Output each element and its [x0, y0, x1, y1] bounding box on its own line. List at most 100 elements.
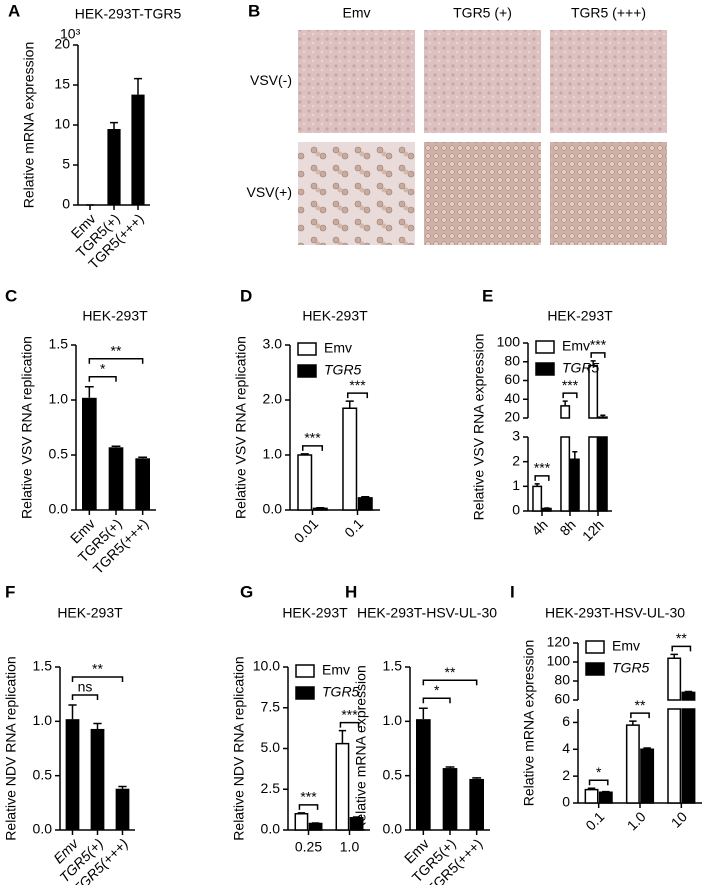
- error-bar: [134, 77, 142, 95]
- significance-bracket: [422, 697, 451, 704]
- error-bar: [110, 121, 118, 129]
- legend-swatch: [585, 662, 605, 676]
- panel-letter: D: [240, 286, 252, 305]
- micrograph: [550, 142, 667, 245]
- y-tick-label: 3.0: [263, 336, 283, 352]
- y-axis-label: Relative mRNA expression: [21, 42, 37, 209]
- y-tick-label: 1.5: [33, 658, 53, 674]
- y-tick-label: 0: [562, 794, 570, 810]
- significance-label: *: [100, 361, 106, 377]
- panel-title: HEK-293T: [547, 308, 613, 324]
- x-tick-label: 0.1: [341, 515, 366, 540]
- y-tick-label: 100: [497, 334, 521, 350]
- significance-bracket: [88, 376, 117, 382]
- significance-label: ***: [562, 377, 579, 393]
- bar: [598, 791, 613, 804]
- significance-bracket: [301, 445, 324, 451]
- legend-swatch: [585, 640, 605, 654]
- panel-title: HEK-293T: [82, 308, 148, 324]
- significance-label: ***: [349, 377, 366, 393]
- y-axis-label: Relative NDV RNA replication: [231, 656, 247, 840]
- significance-label: ***: [304, 430, 321, 446]
- bar: [107, 129, 121, 205]
- panel-letter: H: [345, 582, 357, 601]
- error-bar: [670, 653, 678, 659]
- y-tick-label: 120: [547, 634, 571, 650]
- error-bar: [587, 787, 596, 790]
- significance-bracket: [422, 679, 478, 686]
- y-axis-label: Relative VSV RNA replication: [19, 336, 35, 519]
- y-tick-label: 1.0: [383, 712, 403, 728]
- panel-letter: I: [510, 582, 515, 601]
- legend-label: TGR5: [612, 660, 650, 676]
- bar: [597, 416, 608, 512]
- legend-swatch: [297, 342, 317, 356]
- y-tick-label: 80: [554, 672, 570, 688]
- legend-label: TGR5: [324, 362, 362, 378]
- bar: [82, 397, 97, 510]
- y-tick-label: 5.0: [261, 739, 281, 755]
- y-tick-label: 100: [547, 653, 571, 669]
- legend-swatch: [295, 686, 315, 700]
- legend-label: TGR5: [322, 684, 360, 700]
- column-label: TGR5 (+++): [571, 5, 646, 21]
- y-tick-label: 0.0: [263, 501, 283, 517]
- y-tick-label: 0.0: [49, 501, 69, 517]
- x-tick-label: 4h: [528, 516, 550, 538]
- bar: [625, 724, 640, 804]
- bar: [294, 812, 309, 831]
- bar: [416, 719, 431, 830]
- column-label: TGR5 (+): [453, 5, 512, 21]
- panel-title: HEK-293T-TGR5: [75, 6, 182, 22]
- micrograph: [298, 30, 415, 133]
- bar: [469, 778, 484, 830]
- bar: [335, 742, 350, 831]
- x-tick-label: 1.0: [624, 808, 649, 833]
- significance-label: ***: [341, 706, 358, 722]
- x-tick-label: 10: [668, 808, 690, 830]
- panel-title: HEK-293T-HSV-UL-30: [545, 605, 685, 621]
- error-bar: [602, 790, 610, 793]
- y-tick-label: 1.0: [33, 712, 53, 728]
- bar: [569, 458, 580, 512]
- bar: [588, 364, 599, 512]
- bar: [342, 407, 358, 511]
- bar: [640, 748, 655, 804]
- y-tick-label: 2.5: [261, 780, 281, 796]
- y-axis-label: Relative VSV RNA expression: [471, 334, 487, 521]
- significance-bracket: [671, 645, 692, 652]
- y-tick-label: 0: [512, 502, 520, 518]
- significance-bracket: [562, 392, 578, 399]
- y-tick-label: 0.0: [33, 821, 53, 837]
- y-tick-label: 1: [512, 477, 520, 493]
- x-tick-label: 12h: [579, 516, 607, 544]
- x-tick-label: 0.1: [582, 808, 607, 833]
- error-bar: [572, 451, 578, 460]
- y-tick-label: 7.5: [261, 698, 281, 714]
- panel-letter: C: [5, 286, 17, 305]
- significance-bracket: [88, 358, 144, 364]
- y-tick-label: 20: [504, 409, 520, 425]
- significance-label: **: [92, 661, 103, 677]
- bar: [442, 768, 458, 830]
- error-bar: [629, 720, 637, 726]
- error-bar: [316, 507, 325, 509]
- panel-title: HEK-293T: [57, 605, 123, 621]
- significance-bracket: [534, 475, 550, 481]
- bar: [90, 728, 105, 830]
- panel-title: HEK-293T: [302, 308, 368, 324]
- legend-label: Emv: [324, 340, 352, 356]
- bar: [108, 447, 124, 510]
- significance-label: **: [445, 664, 456, 680]
- bar: [312, 507, 328, 511]
- y-tick-label: 1.5: [49, 336, 69, 352]
- y-tick-label: 60: [554, 691, 570, 707]
- significance-label: *: [596, 764, 602, 780]
- x-tick-label: 0.25: [295, 839, 322, 855]
- error-bar: [361, 496, 370, 498]
- row-label: VSV(+): [246, 184, 292, 200]
- bar: [297, 454, 313, 511]
- error-bar: [84, 386, 94, 398]
- panel-letter: A: [8, 1, 20, 20]
